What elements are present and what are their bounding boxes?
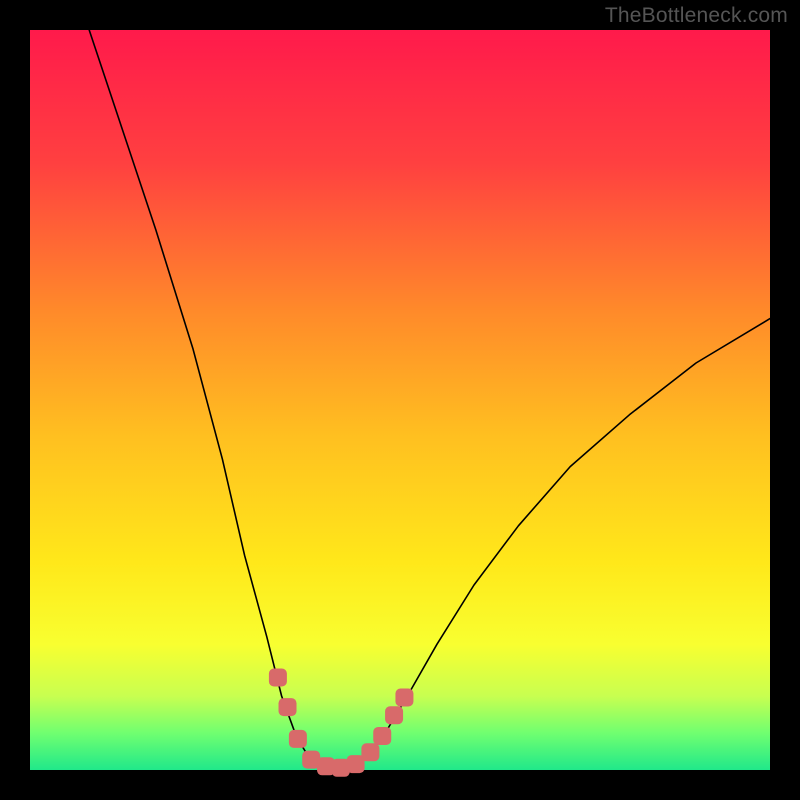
optimal-marker (279, 698, 297, 716)
chart-root: TheBottleneck.com (0, 0, 800, 800)
optimal-marker (361, 743, 379, 761)
watermark-label: TheBottleneck.com (605, 4, 788, 28)
optimal-marker (395, 688, 413, 706)
chart-canvas (0, 0, 800, 800)
optimal-marker (289, 730, 307, 748)
plot-background (30, 30, 770, 770)
optimal-marker (269, 669, 287, 687)
optimal-marker (385, 706, 403, 724)
optimal-marker (373, 727, 391, 745)
